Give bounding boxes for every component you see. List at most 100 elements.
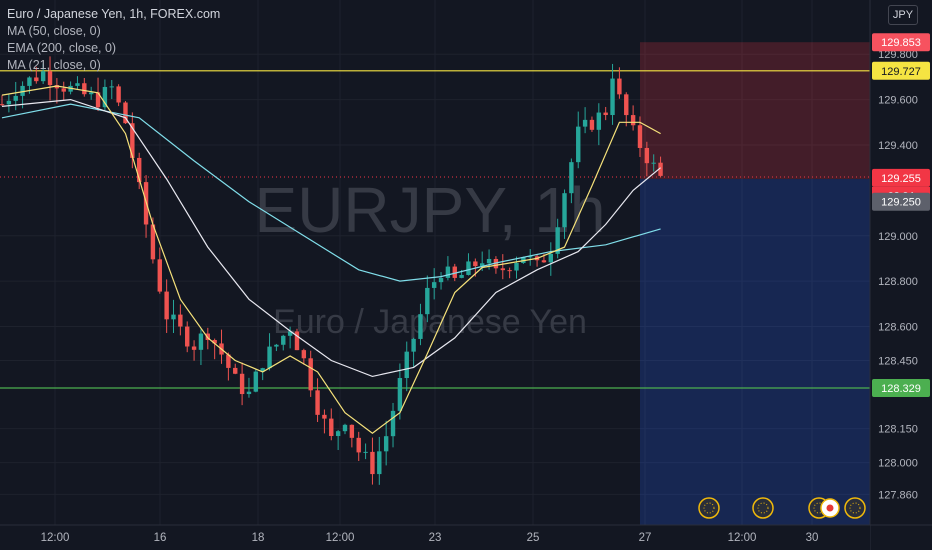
candle-body [75,83,80,86]
candle-body [274,344,279,347]
candle-body [624,94,629,116]
candle-body [521,256,526,263]
watermark-name: Euro / Japanese Yen [273,303,587,341]
candle-body [438,277,444,283]
time-axis[interactable]: 12:00 16 18 12:00 23 25 27 12:00 30 [0,524,932,550]
entry-tag: 129.250 [881,197,921,209]
candle-body [418,314,423,339]
candle-body [514,262,519,271]
candle-body [322,414,327,419]
take-profit-zone[interactable] [640,179,870,526]
candle-body [171,314,176,320]
candle-body [198,333,204,350]
stop-loss-tag: 129.853 [881,37,921,49]
price-tick-label: 127.860 [878,489,918,501]
candle-body [40,71,46,82]
currency-button[interactable]: JPY [888,5,918,25]
candle-body [191,346,197,350]
ma21-line [1,85,661,434]
candle-body [102,86,108,108]
support-tag: 128.329 [881,383,921,395]
candle-body [260,368,265,372]
time-tick-label: 27 [639,532,652,544]
candle-body [157,259,162,292]
candle-body [335,431,341,437]
economic-events[interactable] [698,497,866,519]
time-axis-background [0,525,870,550]
eu-flag-icon[interactable] [698,497,720,519]
candle-body [589,119,595,130]
candle-body [267,346,272,369]
price-tick-label: 128.450 [878,356,918,368]
candle-body [390,410,396,437]
candle-body [294,331,300,351]
time-tick-label: 16 [154,532,167,544]
candle-body [34,77,39,82]
candle-body [130,123,135,158]
candle-body [61,88,66,92]
chart-legend: Euro / Japanese Yen, 1h, FOREX.com MA (5… [7,6,220,74]
ma50-legend[interactable]: MA (50, close, 0) [7,24,101,38]
eu-flag-icon[interactable] [752,497,774,519]
candle-body [644,147,650,164]
entry-tag-bg [872,192,930,211]
position-tool[interactable] [640,42,870,526]
candle-body [555,227,560,254]
watermark: EURJPY, 1h Euro / Japanese Yen [255,174,606,341]
candle-body [411,338,416,352]
ma21-legend[interactable]: MA (21, close, 0) [7,58,101,72]
candle-body [95,92,101,108]
last-price-tag-bg [872,168,930,187]
candle-body [610,78,615,116]
symbol-title[interactable]: Euro / Japanese Yen, 1h, FOREX.com [7,7,221,21]
candle-body [617,78,622,95]
candle-body [6,100,12,105]
candle-body [452,266,457,278]
candle-body [637,125,643,148]
candle-body [397,378,403,411]
eu-flag-icon[interactable] [844,497,866,519]
grid [0,0,870,525]
eu-stars-icon [849,502,861,514]
candle-body [363,451,368,453]
candle-body [370,451,375,475]
candle-body [528,256,533,258]
horizontal-levels [0,70,870,389]
candle-body [253,371,259,392]
candle-body [150,224,156,260]
time-tick-label: 30 [806,532,819,544]
candle-body [88,92,94,95]
candle-body [178,314,183,327]
stop-loss-zone[interactable] [640,42,870,180]
candle-body [342,424,348,432]
candle-body [431,282,437,288]
eu-stars-icon [703,502,715,514]
candle-body [164,291,169,320]
candle-body [20,85,25,96]
price-axis-background [870,0,932,550]
candle-body [329,418,334,437]
candle-body [123,102,128,124]
candle-body [445,266,451,278]
watermark-symbol: EURJPY, 1h [255,174,606,246]
last-price-tag: 129.255 [881,173,921,185]
ema200-legend[interactable]: EMA (200, close, 0) [7,41,117,55]
candle-body [185,326,190,347]
candle-body [239,373,245,395]
candle-body [630,115,636,126]
candle-body [658,162,663,176]
candle-body [13,95,18,101]
price-tick-label: 128.150 [878,424,918,436]
candle-body [308,358,313,391]
candle-body [27,77,32,86]
candle-body [205,333,210,340]
price-axis[interactable]: 129.800 129.600 129.400 129.000 128.800 128.6… [869,0,932,550]
candle-body [116,86,121,103]
candle-body [54,85,60,89]
time-tick-label: 25 [527,532,540,544]
candle-body [349,424,355,438]
candle-body [226,354,231,368]
candle-body [603,112,608,116]
